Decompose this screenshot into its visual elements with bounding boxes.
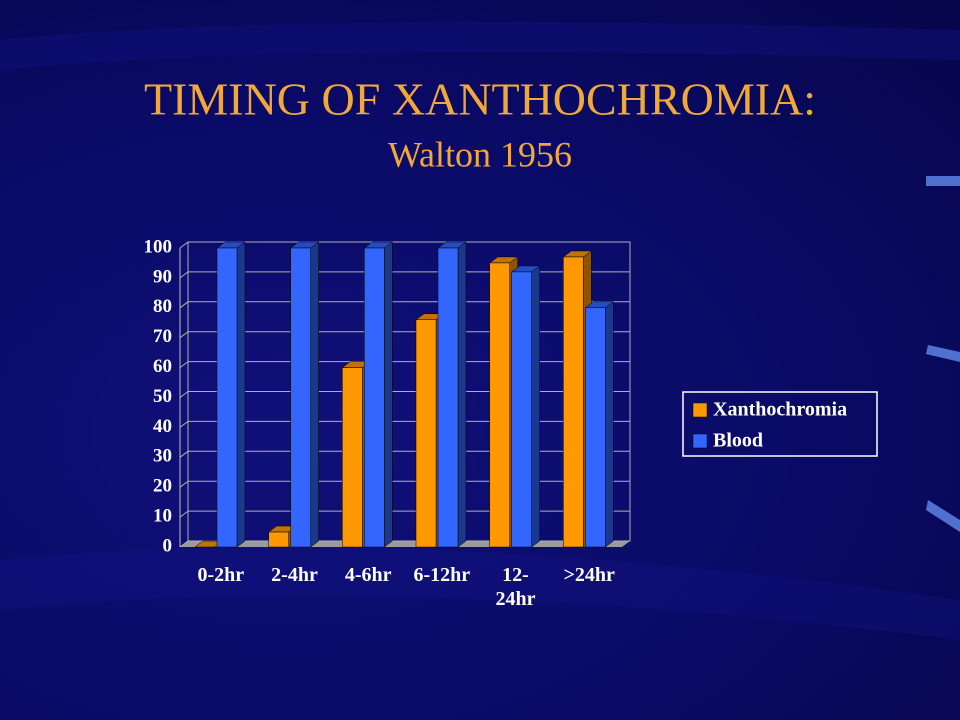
y-tick-label: 10 [153, 505, 172, 526]
grid-line [179, 540, 630, 548]
grid-line [179, 361, 630, 369]
edge-tab [926, 500, 960, 532]
x-tick-label: >24hr [563, 564, 615, 586]
bar [489, 262, 510, 548]
bar [268, 531, 289, 548]
x-tick-label: 0-2hr [197, 564, 245, 586]
x-tick-label: 12- 24hr [495, 564, 536, 610]
y-tick-label: 50 [153, 386, 172, 407]
bar [511, 271, 532, 548]
bar-side [384, 241, 393, 548]
x-tick-label: 6-12hr [413, 564, 471, 586]
grid-line [179, 391, 630, 398]
bar [585, 307, 606, 548]
y-tick-label: 30 [153, 446, 172, 467]
grid-line [179, 480, 630, 488]
grid-line [179, 450, 630, 458]
y-tick-label: 90 [153, 266, 172, 287]
grid-line [179, 301, 630, 309]
bar [364, 247, 385, 548]
bar-side [236, 241, 246, 548]
grid-line [179, 331, 630, 339]
title: TIMING OF XANTHOCHROMIA: [144, 74, 816, 125]
grid-line [179, 510, 630, 518]
legend-label: Blood [713, 430, 763, 452]
bar [415, 319, 437, 548]
y-tick-label: 60 [153, 356, 172, 377]
bar [290, 247, 311, 548]
y-tick-label: 80 [153, 296, 172, 317]
y-tick-label: 40 [153, 416, 172, 437]
bar [342, 367, 363, 548]
bar-side [531, 265, 540, 548]
x-tick-label: 2-4hr [271, 564, 318, 586]
y-tick-label: 100 [144, 236, 173, 257]
edge-tab [926, 176, 960, 186]
y-tick-label: 0 [163, 535, 173, 556]
bar-side [310, 241, 319, 548]
edge-tab [926, 345, 960, 362]
y-tick-label: 20 [153, 476, 172, 497]
grid-line [179, 271, 630, 279]
legend-swatch [692, 433, 708, 449]
legend-label: Xanthochromia [713, 399, 847, 421]
bar-side [605, 301, 614, 548]
grid-line [179, 241, 630, 249]
y-tick-label: 70 [153, 326, 172, 347]
legend-box [682, 391, 878, 457]
floor [180, 541, 630, 547]
grid-line [179, 420, 630, 428]
bg-streak [0, 546, 960, 640]
bg-streak [0, 22, 960, 70]
legend-swatch [692, 402, 708, 418]
bar [216, 247, 238, 548]
bar [563, 256, 584, 548]
subtitle: Walton 1956 [388, 134, 572, 174]
bar [437, 247, 459, 548]
x-tick-label: 4-6hr [344, 564, 392, 586]
bar-side [457, 241, 467, 548]
